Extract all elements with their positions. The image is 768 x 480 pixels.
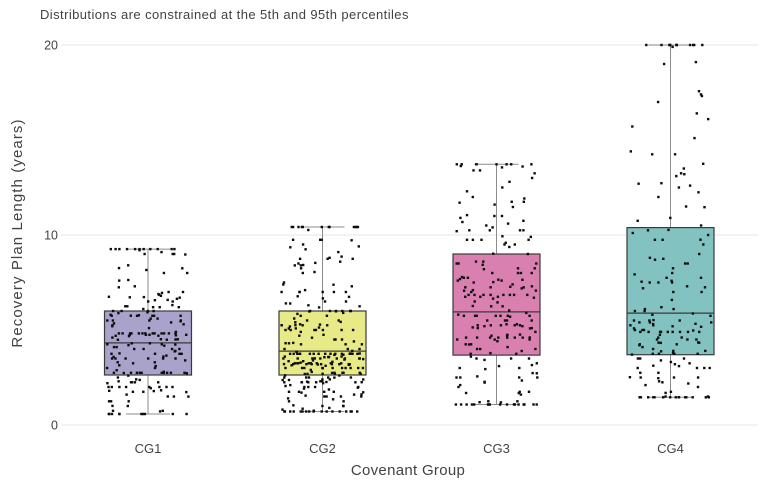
svg-text:Distributions are constrained: Distributions are constrained at the 5th… bbox=[40, 7, 409, 22]
svg-text:CG1: CG1 bbox=[135, 441, 162, 456]
svg-text:Covenant Group: Covenant Group bbox=[351, 462, 465, 479]
svg-text:10: 10 bbox=[44, 229, 58, 243]
svg-text:Recovery Plan Length (years): Recovery Plan Length (years) bbox=[9, 118, 26, 347]
svg-text:CG3: CG3 bbox=[483, 441, 510, 456]
svg-text:CG2: CG2 bbox=[309, 441, 336, 456]
svg-text:CG4: CG4 bbox=[657, 441, 684, 456]
svg-text:20: 20 bbox=[44, 39, 58, 53]
svg-text:0: 0 bbox=[51, 419, 58, 433]
